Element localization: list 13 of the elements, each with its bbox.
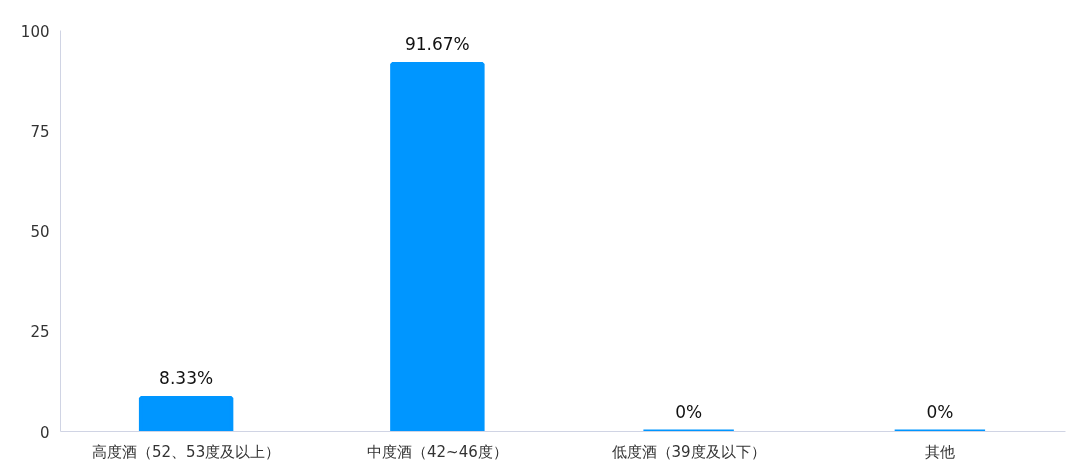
x-tick-label: 中度酒（42~46度）	[367, 442, 508, 461]
y-tick-label: 0	[39, 423, 50, 442]
y-tick-label: 100	[20, 22, 50, 41]
y-tick-label: 50	[30, 223, 50, 241]
x-tick-label: 其他	[924, 442, 955, 461]
data-label: 0%	[926, 401, 954, 422]
x-tick-label: 高度酒（52、53度及以上）	[92, 442, 281, 461]
y-tick-label: 25	[30, 323, 50, 342]
y-tick-label: 75	[30, 122, 50, 141]
x-tick-label: 低度酒（39度及以下）	[611, 442, 766, 461]
data-label: 8.33%	[159, 368, 214, 389]
data-label: 91.67%	[404, 33, 470, 54]
data-label: 0%	[675, 401, 703, 422]
